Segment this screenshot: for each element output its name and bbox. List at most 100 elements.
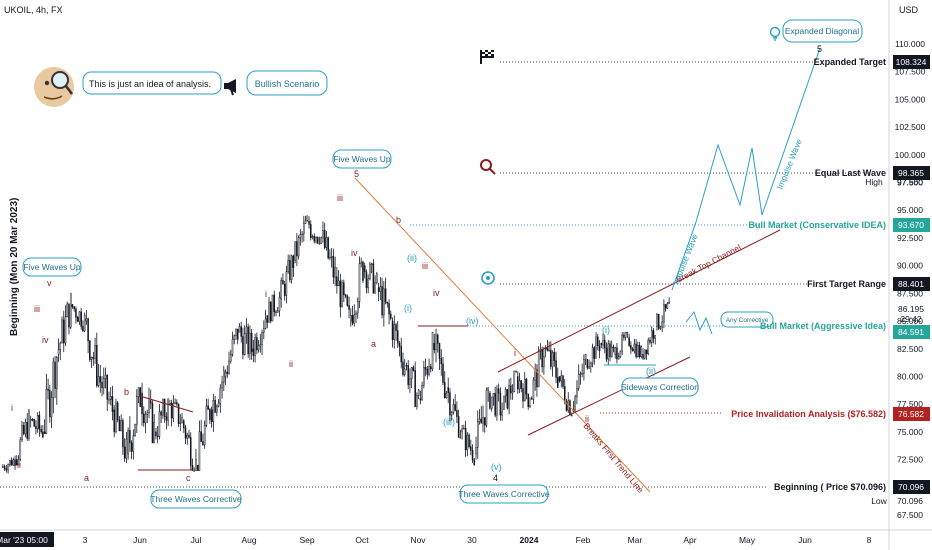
candle-body [423,367,425,386]
candle-body [666,303,669,309]
candle-body [285,271,288,296]
time-tick: Feb [576,535,591,545]
symbol-header[interactable]: UKOIL, 4h, FX [4,5,63,15]
candle-body [202,441,204,446]
candle-body [635,343,637,358]
note-box[interactable]: This is just an idea of analysis. [82,71,222,95]
candle-body [250,332,253,352]
candle-body [31,419,34,421]
candle-body [541,349,543,368]
candle-body [563,386,566,403]
price-tick: 87.500 [897,288,923,298]
bubble-three-waves-mid[interactable]: Three Waves Corrective [458,484,550,504]
bubble-five-waves-up-top[interactable]: Five Waves Up [332,149,392,169]
aggressive-label: Bull Market (Aggressive Idea) [760,321,886,331]
candle-body [584,354,587,360]
projection-path [671,47,821,291]
candle-body [565,401,568,411]
wave-label: a [84,473,89,483]
candle-body [99,376,102,383]
svg-text:76.582: 76.582 [898,409,924,419]
candle-body [471,450,474,461]
time-tick: 2024 [520,535,539,545]
bar-countdown: 29:42 [900,314,922,324]
candle-body [116,402,119,421]
candle-body [195,459,197,471]
candle-body [325,237,328,248]
candle-body [200,431,202,442]
candle-body [179,422,182,424]
candle-body [153,422,155,444]
candle-body [223,369,225,383]
candle-body [379,286,382,292]
candle-body [172,403,175,419]
candle-body [139,387,142,407]
trend-lines [138,177,781,493]
wave-label: a [371,339,376,349]
bubble-expanded-diagonal[interactable]: Expanded Diagonal [782,19,863,43]
candle-body [73,306,75,310]
candle-body [663,304,665,323]
bubble-five-waves-up-left[interactable]: Five Waves Up [22,257,82,277]
candle-body [652,330,655,339]
candle-body [283,283,286,296]
bubble-any-corrective[interactable]: Any Corrective [720,311,774,328]
candle-body [57,349,60,355]
currency-label[interactable]: USD [899,5,919,15]
candle-body [522,388,524,402]
candle-body [626,331,629,334]
candle-body [163,398,166,417]
candle-body [115,402,117,432]
time-axis-ticks[interactable]: Mar '23 05:00 3 Jun Jul Aug Sep Oct Nov 30 2024 Fe… [0,532,872,547]
candle-body [517,376,519,390]
candle-body [87,318,89,342]
candle-body [478,418,481,422]
candle-body [109,396,112,400]
candle-body [649,339,651,343]
lightbulb-icon [769,26,781,41]
bubble-three-waves-left[interactable]: Three Waves Corrective [150,489,242,509]
candle-body [7,464,9,471]
candle-body [355,312,357,316]
candle-body [603,339,606,349]
top-channel-line [497,229,781,373]
time-tick: 8 [867,535,872,545]
candle-body [574,396,576,413]
candle-body [431,331,434,370]
price-axis-ticks[interactable]: 110.000 107.500 105.000 102.500 100.000 97.50… [895,39,926,520]
bubble-sideways-correction[interactable]: Sideways Correction [621,377,699,397]
candle-body [435,334,437,350]
candle-body [311,236,314,238]
candle-body [217,402,220,407]
note-text: This is just an idea of analysis. [89,79,211,89]
axis-high-label: High [865,177,883,187]
candle-body [36,414,39,429]
candle-body [351,315,354,324]
candle-body [525,378,528,395]
candle-body [631,348,634,352]
beginning-label: Beginning ( Price $70.096) [774,482,886,492]
bullish-scenario-badge[interactable]: Bullish Scenario [246,70,328,96]
time-tick: Jul [191,535,202,545]
candle-body [268,302,270,323]
price-tick: 72.500 [897,455,923,465]
candle-body [483,417,486,426]
candle-body [461,428,463,433]
candle-body [511,391,514,394]
candle-body [640,346,643,357]
candle-body [137,387,140,397]
candle-body [143,413,145,424]
time-tick: Jun [798,535,812,545]
candle-body [362,261,364,281]
candle-body [82,326,84,332]
candle-body [395,324,397,331]
candle-body [294,241,296,261]
time-tick-current-bg [0,532,54,547]
candle-body [66,303,69,318]
candle-body [457,416,460,438]
candle-body [402,361,404,375]
candle-body [106,374,109,400]
candle-body [590,362,592,367]
candle-body [510,385,512,394]
candle-body [419,398,422,401]
